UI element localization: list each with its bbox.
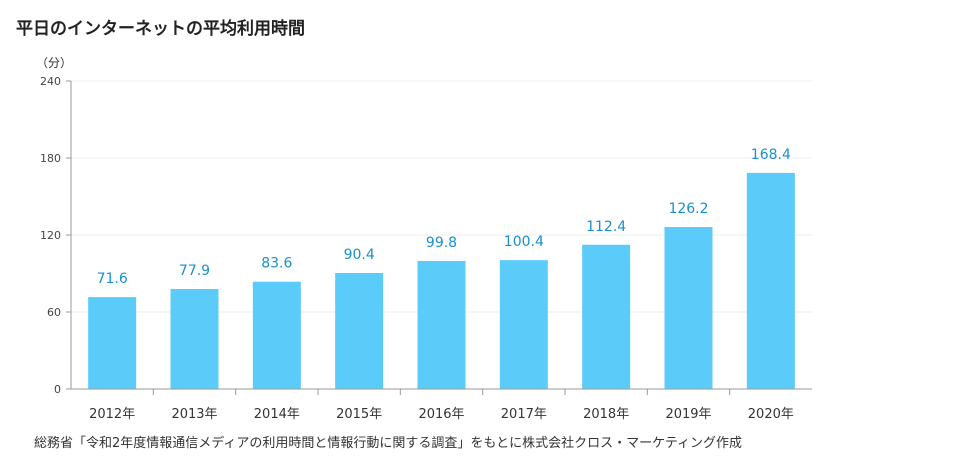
bar bbox=[88, 297, 137, 389]
bar bbox=[335, 272, 384, 389]
x-tick-label: 2018年 bbox=[583, 407, 629, 422]
x-tick-label: 2015年 bbox=[336, 407, 382, 422]
source-note: 総務省「令和2年度情報通信メディアの利用時間と情報行動に関する調査」をもとに株式… bbox=[34, 436, 743, 451]
y-tick-label: 240 bbox=[40, 75, 61, 88]
bar bbox=[582, 244, 631, 389]
chart-title: 平日のインターネットの平均利用時間 bbox=[16, 19, 305, 39]
x-tick-label: 2012年 bbox=[89, 407, 135, 422]
data-label: 77.9 bbox=[179, 263, 210, 279]
x-tick-label: 2014年 bbox=[254, 407, 300, 422]
y-tick-label: 60 bbox=[47, 306, 61, 319]
x-axis: 2012年 2013年 2014年 2015年 2016年 2017年 2018年 2019年… bbox=[70, 81, 812, 422]
x-tick-label: 2017年 bbox=[501, 407, 547, 422]
data-label: 100.4 bbox=[504, 234, 544, 250]
data-label: 90.4 bbox=[344, 247, 375, 263]
bar bbox=[499, 260, 548, 389]
x-tick-label: 2019年 bbox=[665, 407, 711, 422]
bar bbox=[417, 260, 466, 389]
y-tick-label: 120 bbox=[40, 229, 61, 242]
data-labels: 71.6 77.9 83.6 90.4 99.8 100.4 112.4 126.2 168.4 bbox=[97, 147, 791, 287]
data-label: 83.6 bbox=[261, 256, 292, 272]
data-label: 71.6 bbox=[97, 271, 128, 287]
y-tick-label: 0 bbox=[54, 383, 61, 396]
y-tick-label: 180 bbox=[40, 152, 61, 165]
y-axis-ticks: 0 60 120 180 240 bbox=[40, 75, 71, 396]
data-label: 126.2 bbox=[668, 201, 708, 217]
x-tick-label: 2013年 bbox=[171, 407, 217, 422]
bars bbox=[88, 172, 795, 389]
bar bbox=[170, 289, 219, 389]
bar bbox=[252, 281, 301, 389]
data-label: 168.4 bbox=[751, 147, 791, 163]
data-label: 112.4 bbox=[586, 219, 626, 235]
bar bbox=[664, 227, 713, 389]
y-axis-unit: （分） bbox=[36, 56, 73, 70]
data-label: 99.8 bbox=[426, 235, 457, 251]
bar bbox=[746, 172, 795, 389]
x-tick-label: 2016年 bbox=[418, 407, 464, 422]
x-tick-label: 2020年 bbox=[748, 407, 794, 422]
